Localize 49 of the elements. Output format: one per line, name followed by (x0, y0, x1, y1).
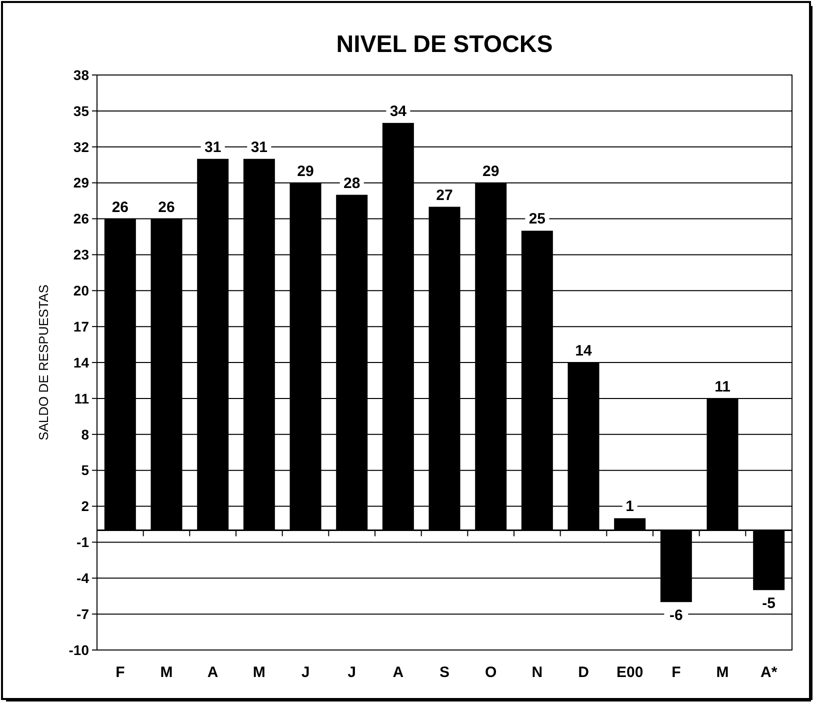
data-label: 34 (390, 102, 408, 120)
x-tick-label: M (252, 664, 266, 681)
y-tick-label: 38 (73, 66, 90, 83)
y-tick-label: -1 (76, 534, 90, 550)
y-tick-label: 17 (73, 318, 90, 334)
data-label: 31 (250, 138, 268, 156)
y-tick-label: 8 (81, 426, 90, 442)
x-tick-label: A* (760, 664, 778, 681)
x-tick-label: A (392, 664, 404, 681)
y-tick-label: 29 (73, 174, 90, 191)
data-label: 28 (343, 174, 360, 192)
data-label: 29 (482, 162, 500, 180)
x-tick-label: N (532, 664, 543, 681)
x-tick-label: J (348, 664, 356, 681)
y-tick-label: -4 (76, 570, 90, 586)
y-tick-label: 20 (73, 282, 90, 299)
data-label: 25 (528, 210, 546, 228)
data-label: 26 (158, 198, 175, 216)
y-tick-label: 14 (73, 354, 90, 370)
x-tick-label: O (484, 664, 497, 681)
data-label: 29 (297, 162, 314, 180)
x-tick-label: M (160, 664, 173, 681)
y-tick-label: -7 (76, 606, 90, 622)
chart-title: NIVEL DE STOCKS (336, 31, 553, 58)
x-tick-label: F (116, 664, 125, 681)
x-tick-label: F (672, 664, 681, 681)
y-tick-label: 5 (81, 462, 90, 478)
data-label: 11 (714, 378, 730, 396)
y-tick-label: 32 (73, 138, 90, 155)
y-tick-label: 11 (74, 390, 90, 406)
data-label: 14 (575, 342, 592, 360)
y-tick-label: 26 (73, 210, 90, 227)
y-axis-title: SALDO DE RESPUESTAS (36, 284, 51, 440)
x-tick-label: D (578, 664, 590, 681)
x-tick-label: J (301, 664, 310, 681)
x-tick-label: A (207, 664, 218, 681)
x-tick-label: M (716, 664, 729, 681)
data-label: 31 (204, 138, 222, 156)
data-label: -5 (762, 595, 776, 612)
data-label: -6 (669, 607, 683, 624)
y-tick-label: 2 (81, 498, 90, 514)
y-tick-label: -10 (68, 642, 90, 658)
y-tick-label: 35 (73, 102, 90, 119)
data-label: 26 (112, 198, 129, 216)
x-tick-label: E00 (616, 664, 644, 681)
y-tick-label: 23 (73, 246, 90, 263)
x-tick-label: S (439, 664, 450, 681)
data-label: 1 (626, 498, 634, 516)
data-label: 27 (436, 186, 453, 204)
